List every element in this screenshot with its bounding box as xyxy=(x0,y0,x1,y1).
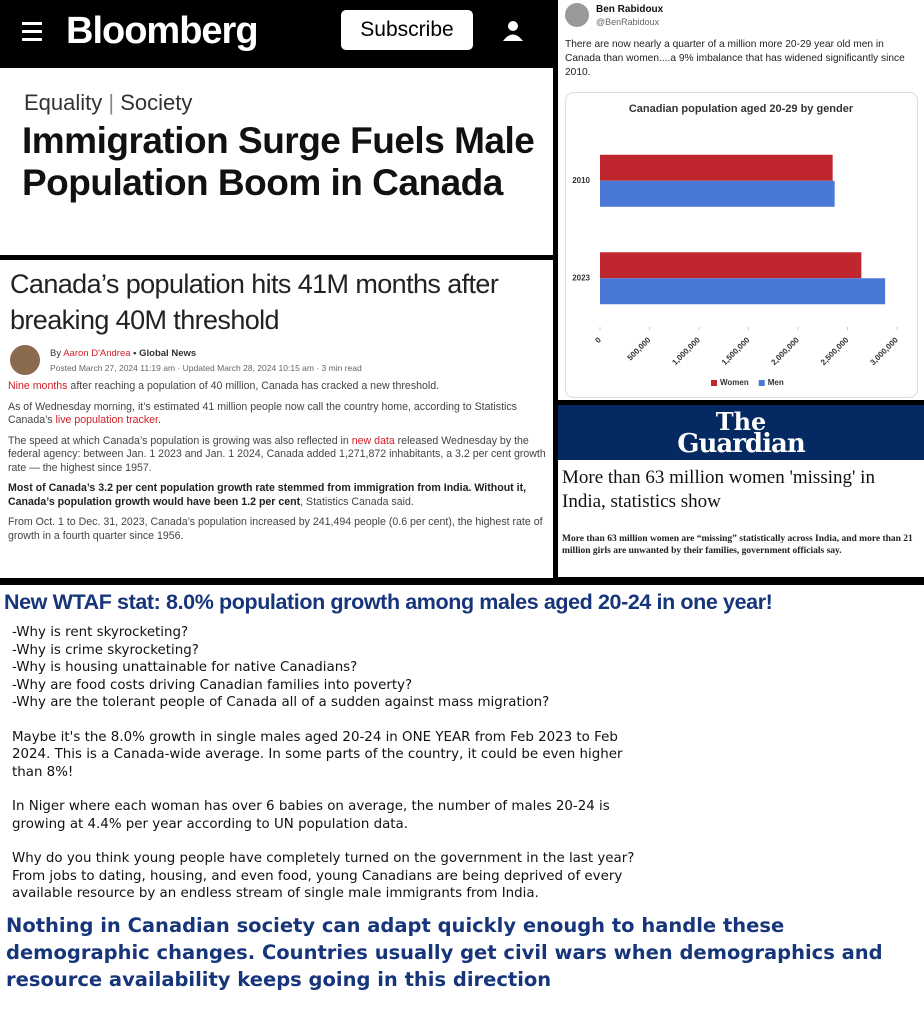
legend-label: Women xyxy=(720,378,749,387)
paragraph: Maybe it's the 8.0% growth in single mal… xyxy=(12,729,623,780)
globalnews-panel xyxy=(0,260,553,578)
article-body: Nine months after reaching a population … xyxy=(8,380,548,550)
bar xyxy=(600,180,835,207)
text: . xyxy=(157,414,161,426)
legend-swatch xyxy=(758,380,765,386)
post-title: New WTAF stat: 8.0% population growth am… xyxy=(4,590,773,614)
standfirst: More than 63 million women are “missing”… xyxy=(562,534,913,556)
tweet-handle: @BenRabidoux xyxy=(596,17,660,27)
section-link[interactable]: Society xyxy=(120,90,193,115)
menu-icon[interactable] xyxy=(22,22,42,46)
author-avatar xyxy=(10,345,40,375)
bar xyxy=(600,278,886,305)
question: -Why are food costs driving Canadian fam… xyxy=(12,677,413,693)
link[interactable]: Nine months xyxy=(8,380,68,392)
guardian-logo: The Guardian xyxy=(558,405,924,460)
headline: More than 63 million women 'missing' in … xyxy=(562,467,875,512)
post-body: -Why is rent skyrocketing? -Why is crime … xyxy=(12,624,912,920)
chart-title: Canadian population aged 20-29 by gender xyxy=(629,103,854,115)
bloomberg-nav: Bloomberg Subscribe xyxy=(0,0,553,68)
paragraph: In Niger where each woman has over 6 bab… xyxy=(12,799,610,832)
tweet-name[interactable]: Ben Rabidoux xyxy=(596,4,664,15)
text: The speed at which Canada’s population i… xyxy=(8,434,352,447)
y-tick-label: 2010 xyxy=(572,176,590,185)
avatar xyxy=(565,3,589,27)
text: From Oct. 1 to Dec. 31, 2023, Canada’s p… xyxy=(8,516,543,542)
by: By xyxy=(50,348,62,359)
text: released Wednesday by the federal agency… xyxy=(8,434,546,474)
question: -Why is housing unattainable for native … xyxy=(12,660,358,675)
logo-bottom: Guardian xyxy=(677,429,805,459)
text: , Statistics Canada said. xyxy=(300,495,414,508)
logo-top: The xyxy=(715,407,767,436)
dateline: Posted March 27, 2024 11:19 am · Updated… xyxy=(50,363,362,373)
question: -Why is rent skyrocketing? xyxy=(12,625,189,640)
user-icon[interactable] xyxy=(502,20,524,42)
section: Equality | Society xyxy=(24,90,193,115)
bloomberg-panel: Bloomberg Subscribe Equality | Society I… xyxy=(0,0,553,255)
tweet-text: There are now nearly a quarter of a mill… xyxy=(565,39,905,78)
post-conclusion: Nothing in Canadian society can adapt qu… xyxy=(6,914,883,991)
text: Most of Canada’s 3.2 per cent population… xyxy=(8,482,527,508)
question: -Why are the tolerant people of Canada a… xyxy=(12,695,550,710)
headline: Immigration Surge Fuels Male Population … xyxy=(22,120,535,203)
x-tick-label: 0 xyxy=(593,335,603,345)
brand: Bloomberg xyxy=(66,10,259,52)
headline: Canada’s population hits 41M months afte… xyxy=(10,269,499,335)
legend-label: Men xyxy=(768,378,784,387)
link[interactable]: new data xyxy=(351,434,395,447)
question: -Why is crime skyrocketing? xyxy=(12,642,199,658)
outlet: • Global News xyxy=(133,348,197,359)
section-link[interactable]: Equality xyxy=(24,90,103,115)
byline: By Aaron D'Andrea • Global News xyxy=(50,348,196,359)
y-tick-label: 2023 xyxy=(572,273,590,282)
author[interactable]: Aaron D'Andrea xyxy=(63,348,131,359)
text: As of Wednesday morning, it’s estimated … xyxy=(8,400,517,427)
bar xyxy=(600,252,862,279)
bar xyxy=(600,154,833,181)
text: after reaching a population of 40 millio… xyxy=(67,380,440,392)
paragraph: Why do you think young people have compl… xyxy=(12,851,635,901)
legend-swatch xyxy=(711,380,717,386)
chart: Canadian population aged 20-29 by gender… xyxy=(565,92,918,398)
subscribe-button[interactable]: Subscribe xyxy=(341,10,473,50)
post-panel xyxy=(0,585,924,1024)
link[interactable]: live population tracker xyxy=(55,414,158,426)
